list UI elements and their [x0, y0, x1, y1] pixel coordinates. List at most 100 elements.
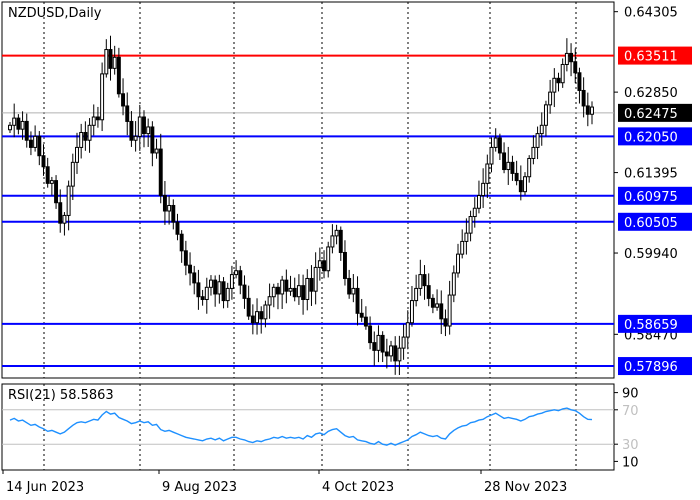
candle [590, 101, 594, 125]
candle-body [200, 296, 205, 300]
candle-body [225, 287, 230, 302]
candle [351, 274, 356, 303]
candle [560, 58, 565, 88]
candle [313, 252, 318, 305]
level-label-box [618, 127, 692, 146]
candle [129, 111, 134, 147]
candle-body [204, 286, 209, 300]
candle [443, 309, 448, 337]
candle [414, 274, 419, 307]
candle-body [485, 163, 490, 184]
candle-body [435, 303, 440, 308]
candle [368, 316, 373, 350]
candle-body [426, 285, 431, 299]
candle-body [104, 49, 109, 75]
candle-body [288, 287, 293, 292]
candle [573, 48, 578, 84]
candle-body [213, 279, 218, 295]
candle-body [577, 72, 582, 91]
candle-body [569, 52, 574, 63]
candle-body [443, 318, 448, 327]
candle-body [363, 316, 368, 327]
rsi-tick-label: 70 [622, 404, 639, 419]
level-label: 0.58659 [624, 318, 678, 333]
candle-body [305, 277, 310, 300]
candle [75, 132, 79, 174]
candle-body [221, 281, 226, 302]
candle-body [556, 77, 561, 84]
candle-body [309, 277, 314, 292]
candle-body [171, 204, 176, 223]
candle-body [585, 105, 590, 115]
candle-body [334, 229, 339, 237]
candle [330, 224, 335, 254]
candle [372, 331, 377, 366]
candle-body [20, 120, 25, 130]
candle [142, 110, 146, 148]
candle-body [192, 272, 197, 284]
candle-body [28, 139, 33, 148]
candle [204, 277, 209, 314]
candle [485, 154, 490, 199]
candle-body [162, 195, 167, 212]
candle [397, 335, 402, 376]
candle [342, 240, 347, 286]
candle-body [376, 334, 381, 351]
candle-body [75, 146, 79, 163]
candle [489, 137, 494, 173]
candle-body [167, 204, 172, 212]
candle-body [54, 180, 59, 204]
candle-body [150, 126, 155, 154]
candles [8, 35, 594, 376]
candle-body [460, 240, 465, 255]
candle-body [409, 300, 414, 324]
candle-body [179, 233, 184, 252]
candle-body [259, 311, 264, 320]
candle [514, 160, 519, 186]
candle [296, 274, 301, 305]
candle-body [24, 120, 29, 141]
candle-body [397, 347, 402, 362]
candle-body [506, 161, 511, 171]
candle-body [146, 126, 151, 135]
candle-body [481, 182, 486, 197]
candle-body [514, 172, 519, 182]
candle [259, 306, 264, 334]
candle-body [330, 235, 335, 248]
candle-body [66, 185, 71, 216]
candle [137, 104, 142, 151]
candle-body [175, 221, 180, 235]
candle [317, 247, 322, 281]
candle [523, 172, 527, 196]
candle [234, 260, 239, 279]
candle [217, 274, 222, 304]
candle-body [234, 270, 239, 276]
candle [45, 157, 50, 188]
candle-body [590, 106, 594, 115]
candle [175, 213, 180, 241]
candle [54, 175, 59, 209]
candle [493, 128, 498, 152]
rsi-tick-label: 90 [622, 387, 639, 402]
candle [83, 121, 88, 151]
candle [292, 277, 297, 302]
candle-body [456, 253, 460, 274]
level-label-box [618, 46, 692, 65]
candle-body [100, 73, 105, 121]
price-axis: 0.643050.628500.613950.599400.584700.635… [614, 6, 692, 376]
candle [154, 138, 159, 159]
candle [338, 226, 343, 261]
candle [20, 111, 25, 140]
rsi-axis: 90 70 30 10 [614, 387, 639, 470]
candle-body [267, 296, 272, 306]
candle [518, 165, 523, 201]
candle-body [87, 124, 92, 141]
candle-body [238, 270, 243, 286]
candle-body [95, 116, 100, 121]
candle-body [472, 207, 477, 218]
candle [112, 45, 117, 75]
candle-body [543, 104, 548, 126]
candle [409, 285, 414, 327]
candle-body [389, 345, 393, 357]
candle [229, 265, 234, 300]
